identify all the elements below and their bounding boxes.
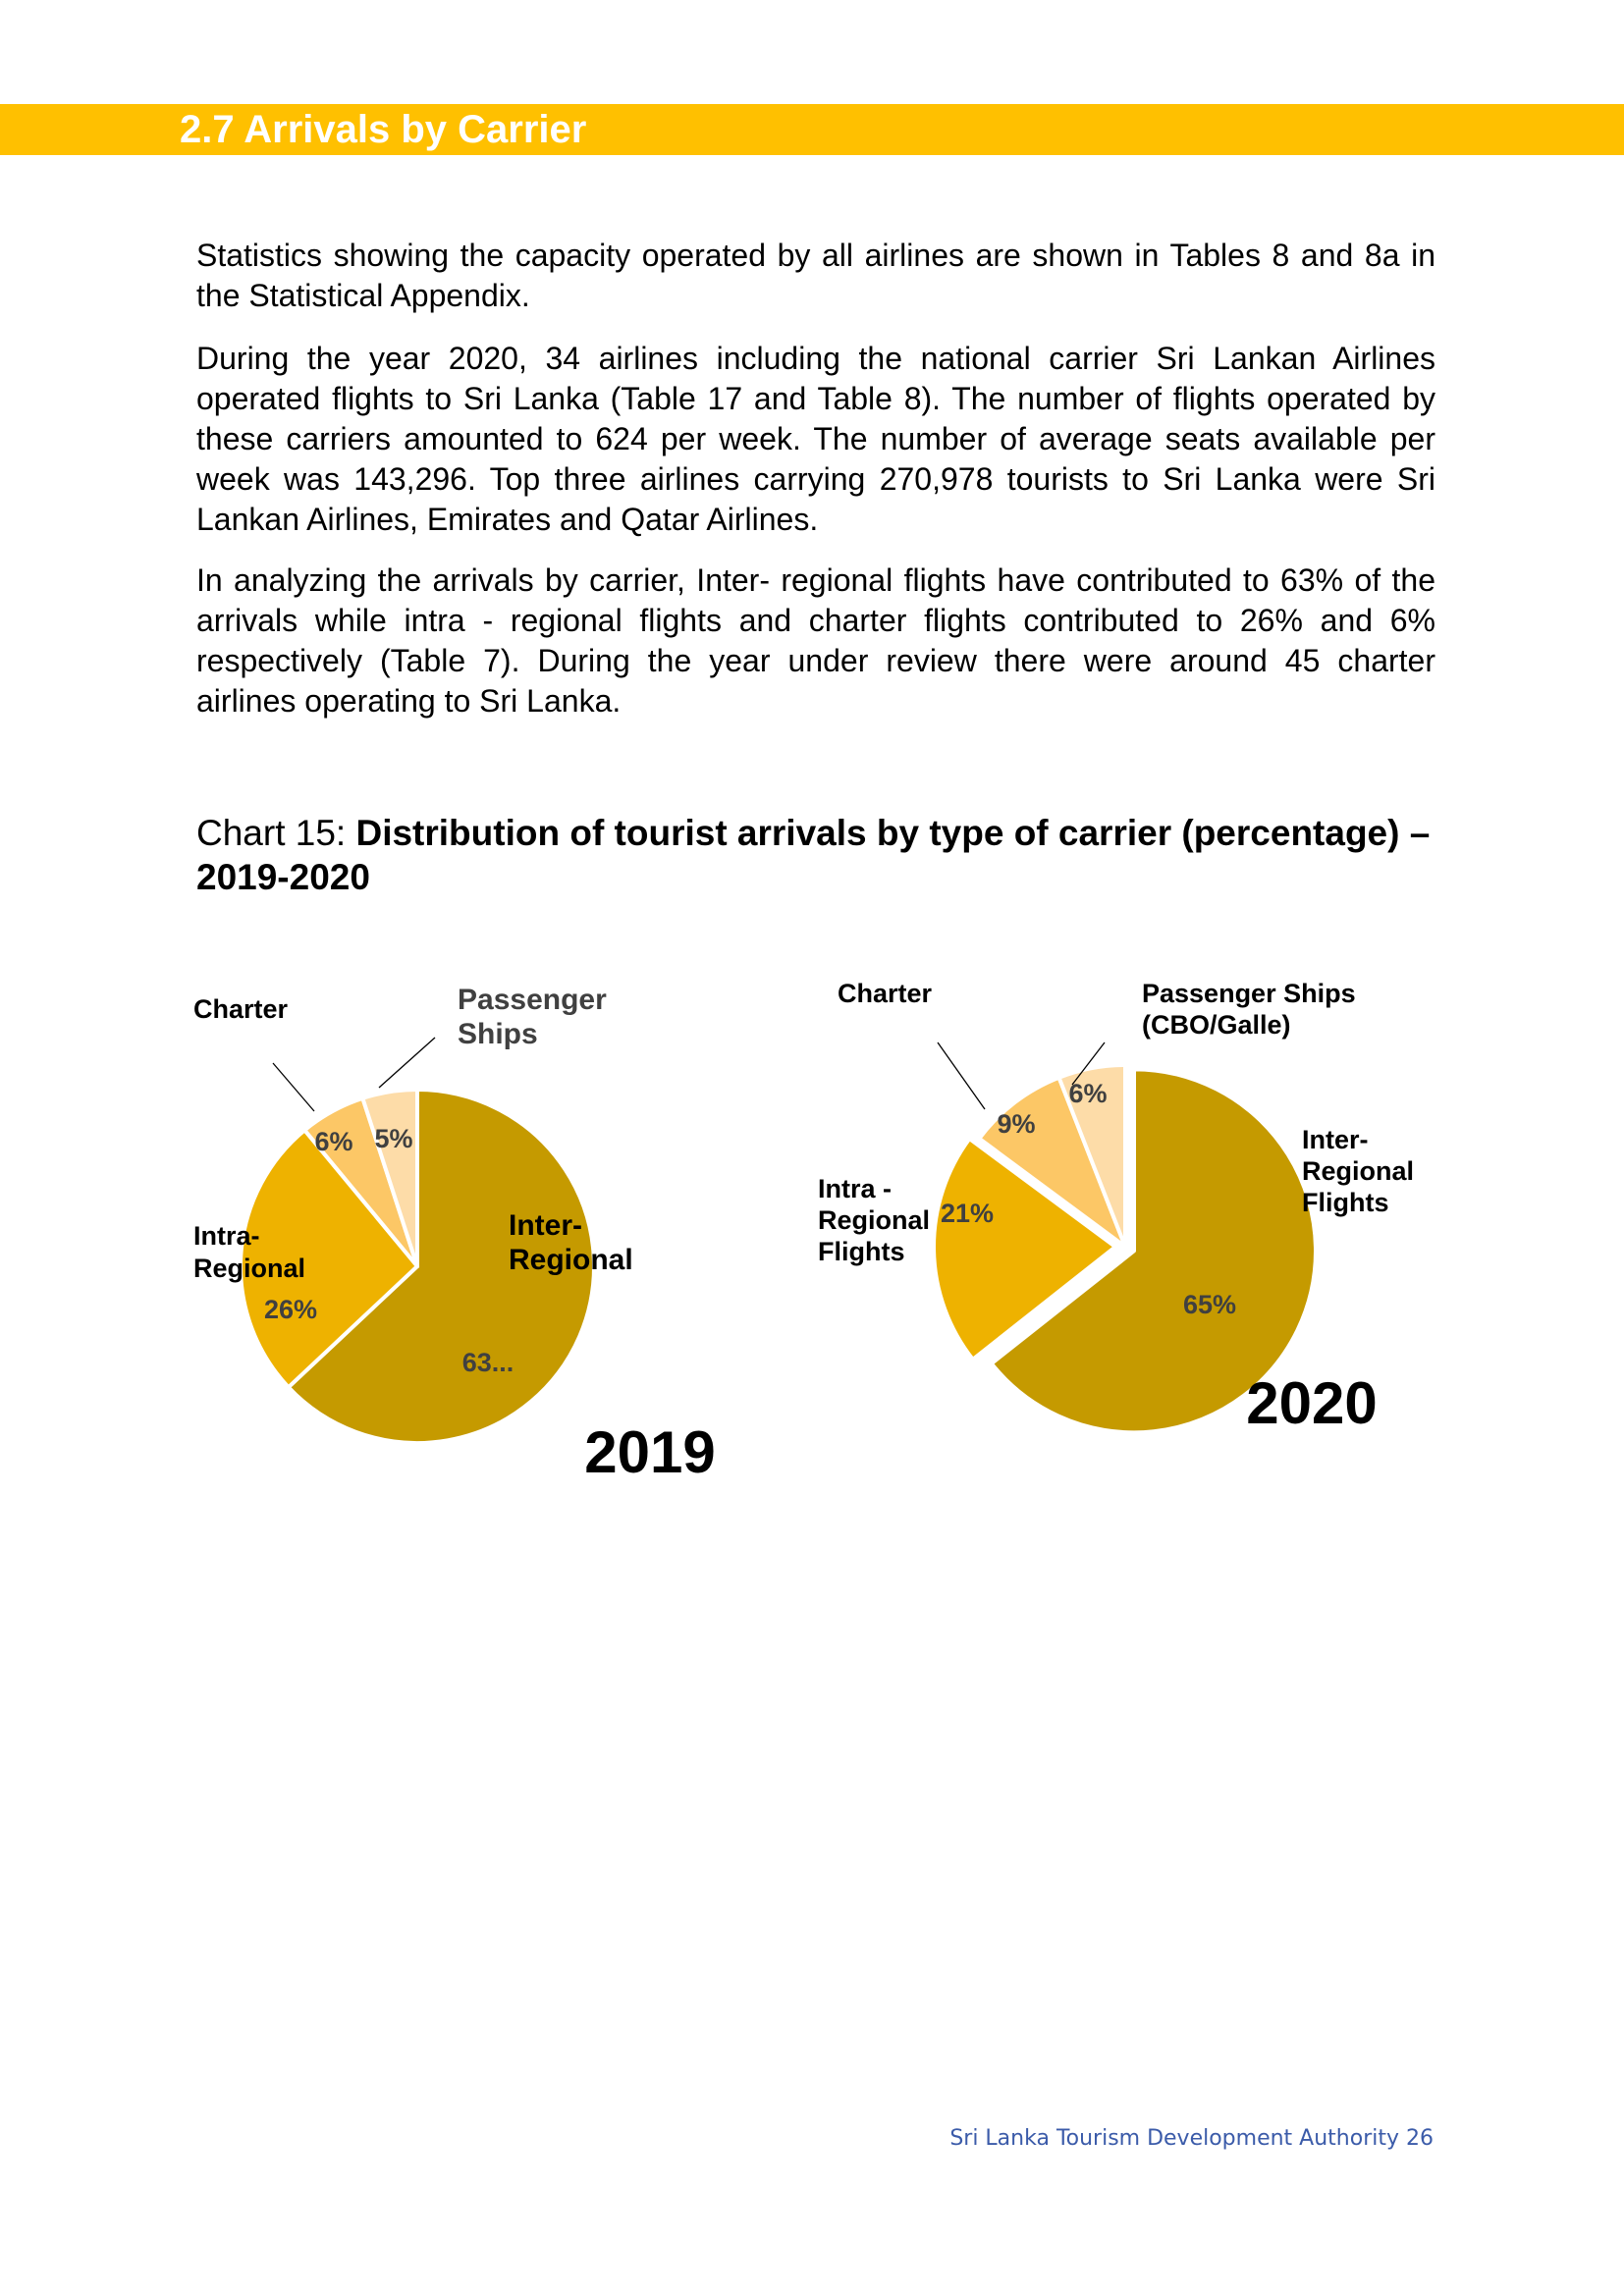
pie-chart-2019: Charter Passenger Ships Intra-Regional In… xyxy=(193,984,716,1485)
paragraph-1: Statistics showing the capacity operated… xyxy=(196,238,1435,313)
pie-2020-slices xyxy=(932,1063,1318,1435)
label-passenger-ships-2019: Passenger Ships xyxy=(458,984,607,1050)
chart-year-2020: 2020 xyxy=(1246,1370,1377,1436)
section-banner: 2.7 Arrivals by Carrier xyxy=(0,104,1624,155)
label-passenger-ships-2020: Passenger Ships (CBO/Galle) xyxy=(1142,979,1356,1040)
chart-year-2019: 2019 xyxy=(584,1419,715,1485)
pie-2019-slices xyxy=(239,1088,596,1445)
chart-caption: Chart 15: Distribution of tourist arriva… xyxy=(196,811,1453,899)
data-label-passenger-ships-2019: 5% xyxy=(374,1124,412,1153)
leader-line-passenger-ships-2020 xyxy=(1071,1041,1106,1086)
leader-line-charter-2020 xyxy=(937,1041,986,1110)
pie-slice-inter-regional-2019 xyxy=(286,1088,596,1445)
leader-line-charter-2019 xyxy=(272,1062,315,1112)
pie-slice-passenger-ships-2019 xyxy=(360,1088,419,1268)
pie-slice-charter-2020 xyxy=(977,1075,1127,1249)
chart-caption-title: Distribution of tourist arrivals by type… xyxy=(196,813,1431,897)
data-label-intra-regional-2019: 26% xyxy=(264,1295,317,1324)
pie-charts: Charter Passenger Ships Intra-Regional In… xyxy=(193,979,1414,1485)
leader-line-passenger-ships-2019 xyxy=(378,1037,436,1089)
footer-text: Sri Lanka Tourism Development Authority … xyxy=(949,2126,1434,2151)
label-intra-regional-2019: Intra-Regional xyxy=(193,1221,305,1283)
label-intra-regional-2020: Intra -Regional Flights xyxy=(818,1174,930,1266)
label-charter-2020: Charter xyxy=(838,979,933,1008)
label-inter-regional-2020: Inter-Regional Flights xyxy=(1302,1125,1414,1217)
pie-slice-intra-regional-2020 xyxy=(932,1137,1117,1362)
pie-chart-2020: Charter Passenger Ships (CBO/Galle) Intra… xyxy=(818,979,1414,1436)
paragraph-3: In analyzing the arrivals by carrier, In… xyxy=(196,562,1435,719)
data-label-inter-regional-2019: 63... xyxy=(462,1348,514,1377)
label-charter-2019: Charter xyxy=(193,994,289,1024)
label-inter-regional-2019: Inter-Regional xyxy=(509,1209,633,1276)
section-title: 2.7 Arrivals by Carrier xyxy=(180,108,587,151)
paragraph-2: During the year 2020, 34 airlines includ… xyxy=(196,341,1435,537)
data-label-charter-2020: 9% xyxy=(997,1109,1035,1139)
chart-caption-prefix: Chart 15: xyxy=(196,813,356,853)
pie-slice-intra-regional-2019 xyxy=(239,1128,419,1390)
data-label-inter-regional-2020: 65% xyxy=(1183,1290,1236,1319)
data-label-passenger-ships-2020: 6% xyxy=(1068,1079,1107,1108)
pie-slice-inter-regional-2020 xyxy=(989,1067,1318,1435)
data-label-charter-2019: 6% xyxy=(314,1127,352,1156)
data-label-intra-regional-2020: 21% xyxy=(941,1199,994,1228)
pie-slice-passenger-ships-2020 xyxy=(1056,1063,1127,1249)
